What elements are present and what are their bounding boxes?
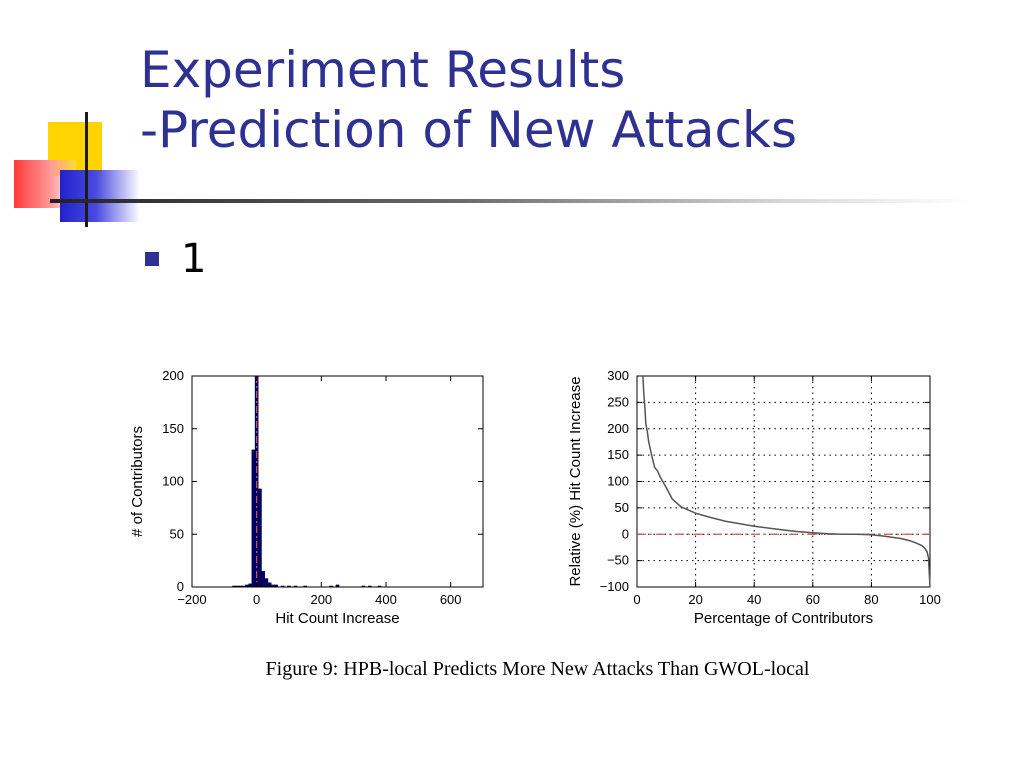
x-tick-label: 40: [747, 592, 761, 607]
x-tick-label: −200: [177, 592, 206, 607]
title-underline: [50, 199, 970, 203]
y-tick-label: 50: [170, 526, 184, 541]
y-tick-label: 300: [607, 368, 629, 383]
histogram-bar: [251, 449, 256, 588]
slide-title: Experiment Results -Prediction of New At…: [140, 40, 797, 160]
histogram-bar: [261, 570, 265, 588]
percentile-line-chart: 0 20 40 60 80 100 −100 −50 0 50 100 150 200 250 300 Per…: [567, 368, 941, 627]
histogram-bar: [258, 488, 262, 588]
y-tick-label: −100: [600, 579, 629, 594]
slide-title-line-2: -Prediction of New Attacks: [140, 101, 798, 159]
plot-frame: [191, 375, 484, 588]
bullet-item: 1: [145, 236, 206, 282]
bullet-text: 1: [181, 236, 207, 282]
x-axis-label: Percentage of Contributors: [694, 610, 873, 627]
slide-title-line-1: Experiment Results: [140, 41, 626, 99]
x-tick-label: 0: [633, 592, 640, 607]
y-tick-label: 150: [162, 421, 184, 436]
x-tick-label: 600: [440, 592, 462, 607]
x-tick-label: 60: [806, 592, 820, 607]
y-axis-label: # of Contributors: [129, 426, 146, 537]
x-tick-label: 400: [375, 592, 397, 607]
deco-vertical-line: [85, 112, 88, 227]
y-tick-label: 100: [162, 474, 184, 489]
y-tick-label: 0: [622, 526, 629, 541]
x-axis-label: Hit Count Increase: [275, 610, 399, 627]
y-axis-label: Relative (%) Hit Count Increase: [567, 376, 584, 586]
deco-blue-block: [60, 170, 140, 222]
plot-frame: [636, 375, 931, 588]
y-tick-label: −50: [607, 553, 629, 568]
histogram-bar: [264, 578, 269, 588]
histogram-bar: [267, 582, 272, 588]
y-tick-label: 100: [607, 474, 629, 489]
x-tick-label: 0: [253, 592, 260, 607]
y-tick-label: 150: [607, 447, 629, 462]
x-tick-label: 80: [864, 592, 878, 607]
y-tick-label: 50: [615, 500, 629, 515]
x-tick-label: 200: [310, 592, 332, 607]
series-line: [642, 375, 931, 588]
figure-charts: −200 0 200 400 600 0 50 100 150 200 Hit Count Incr…: [110, 358, 960, 638]
x-tick-label: 100: [919, 592, 941, 607]
y-tick-label: 200: [162, 368, 184, 383]
figure-caption: Figure 9: HPB-local Predicts More New At…: [265, 658, 810, 680]
y-tick-label: 200: [607, 421, 629, 436]
x-tick-label: 20: [688, 592, 702, 607]
bullet-square-icon: [145, 252, 159, 266]
y-tick-label: 0: [177, 579, 184, 594]
y-tick-label: 250: [607, 394, 629, 409]
